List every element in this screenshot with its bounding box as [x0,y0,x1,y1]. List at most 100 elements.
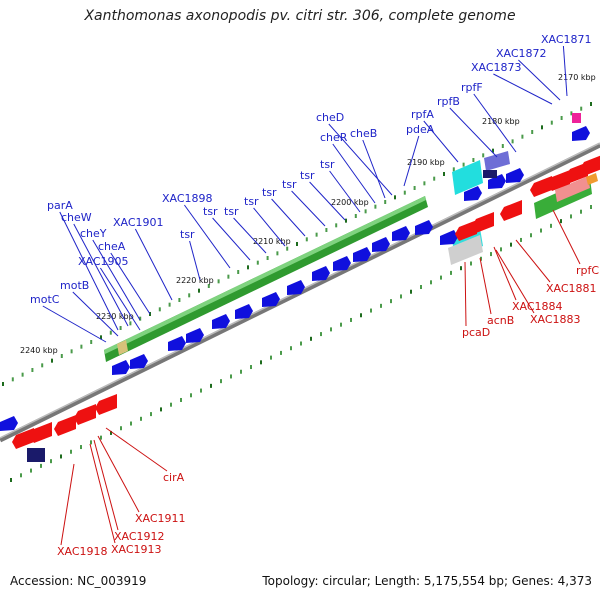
scale-tick [310,336,312,341]
gene-label-forward: pdeA [406,123,435,136]
scale-tick [580,106,583,111]
leader-line-forward [92,239,141,321]
leader-line-forward [189,240,201,281]
gene-label-forward: cheB [350,127,377,140]
gene-label-forward: tsr [203,205,218,218]
cds-forward [186,328,204,343]
scale-tick [256,260,259,265]
leader-line-forward [110,252,151,315]
scale-tick [109,330,112,335]
gene-label-forward: cheD [316,111,344,124]
gene-label-reverse: cirA [163,471,185,484]
scale-tick-label: 2170 kbp [558,73,596,82]
scale-tick [30,468,32,473]
leader-line-reverse [479,257,492,315]
gene-label-forward: motC [30,293,60,306]
feature-grey-block [448,235,483,265]
scale-tick [21,372,24,377]
scale-tick [315,232,318,237]
scale-tick [590,205,592,209]
scale-tick [290,346,292,351]
scale-tick [41,363,44,368]
scale-tick [40,463,42,468]
scale-tick [50,459,52,464]
scale-tick-label: 2190 kbp [407,158,445,167]
leader-line-reverse [97,435,140,513]
scale-tick [188,293,191,298]
cds-forward [392,226,410,241]
leader-line-forward [73,223,129,327]
leader-line-forward [99,267,141,331]
leader-line-reverse [105,427,168,472]
gene-label-reverse: XAC1913 [111,543,162,556]
scale-tick [70,449,72,454]
scale-tick [443,172,445,176]
gene-label-forward: tsr [180,228,195,241]
scale-tick [330,327,332,332]
cds-forward [130,354,148,369]
gene-label-reverse: rpfC [576,264,599,277]
scale-tick [360,313,362,318]
scale-tick [520,237,522,242]
scale-tick [240,369,242,374]
scale-tick [460,266,462,271]
scale-tick [345,218,347,223]
feature-purple [484,151,510,171]
leader-line-forward [72,291,119,337]
leader-line-forward [449,107,498,158]
feature-band-green [104,196,428,362]
scale-tick [130,421,132,426]
cds-reverse [54,415,76,436]
cds-forward [572,126,590,141]
scale-tick [570,214,572,219]
leader-line-forward [362,139,386,199]
scale-tick [217,279,220,284]
cds-reverse [455,220,477,241]
cds-forward [112,360,130,375]
cds-reverse [530,176,552,197]
gene-label-forward: XAC1871 [541,33,592,46]
scale-tick [394,195,396,200]
scale-tick [413,186,416,190]
scale-tick [80,344,83,349]
cds-forward [212,314,230,329]
scale-tick [300,341,302,346]
scale-tick [220,379,222,384]
scale-tick [472,158,475,162]
scale-tick [60,454,62,459]
feature-orange-block [586,173,598,185]
scale-tick [433,176,436,181]
scale-tick [550,223,552,228]
scale-tick [410,289,412,294]
leader-line-reverse [60,463,75,546]
scale-tick [590,102,592,106]
cds-forward [235,304,253,319]
gene-label-forward: tsr [300,169,315,182]
scale-tick [120,426,122,431]
gene-label-forward: tsr [224,205,239,218]
leader-line-forward [212,217,251,261]
scale-tick [230,374,232,379]
scale-tick [500,247,502,252]
feature-green-highlight [104,196,426,354]
scale-tick [207,284,210,288]
leader-line-reverse [493,246,517,301]
scale-tick [521,134,524,139]
leader-line-forward [271,198,306,237]
scale-tick [296,242,298,246]
scale-tick [541,125,543,130]
cds-forward [0,416,18,431]
cds-forward [372,237,390,252]
scale-tick [200,388,202,393]
accession-text: Accession: NC_003919 [10,574,147,588]
scale-tick [364,209,367,214]
scale-tick [286,246,289,251]
gene-label-forward: cheR [320,131,348,144]
leader-line-forward [328,123,393,196]
scale-tick [430,280,432,285]
scale-tick [470,261,472,266]
cds-reverse [74,404,96,425]
scale-tick [400,294,402,299]
gene-label-forward: parA [47,199,73,212]
